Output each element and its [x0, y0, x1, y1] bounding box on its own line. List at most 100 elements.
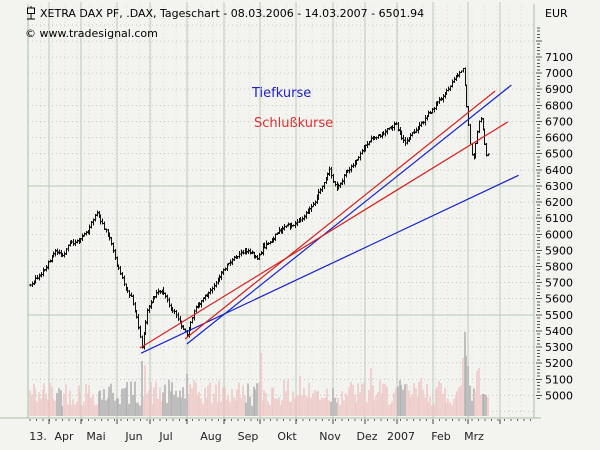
volume-bar — [366, 402, 368, 416]
volume-bar — [126, 381, 128, 416]
volume-bar — [372, 385, 374, 416]
volume-bar — [123, 388, 125, 416]
volume-bar — [352, 384, 354, 416]
volume-bar — [278, 397, 280, 416]
volume-bar — [390, 404, 392, 416]
trendline-tiefkurse-upper — [186, 84, 512, 345]
volume-bar — [202, 403, 204, 416]
volume-bar — [420, 378, 422, 416]
volume-bar — [45, 393, 47, 416]
volume-bar — [207, 385, 209, 416]
volume-bar — [346, 396, 348, 416]
volume-bar — [101, 399, 103, 416]
volume-bar — [148, 390, 150, 416]
volume-bar — [269, 404, 271, 416]
x-tick-label: Jul — [158, 430, 172, 443]
volume-bar — [173, 394, 175, 416]
volume-bar — [168, 380, 170, 416]
volume-bar — [222, 387, 224, 416]
volume-bar — [445, 402, 447, 416]
volume-bar — [303, 388, 305, 416]
volume-bar — [314, 390, 316, 416]
volume-bar — [157, 398, 159, 416]
volume-bar — [292, 391, 294, 416]
x-tick-label: Jun — [124, 430, 142, 443]
volume-bar — [34, 388, 36, 416]
volume-bar — [310, 397, 312, 416]
volume-bar — [402, 389, 404, 416]
volume-bar — [31, 394, 33, 416]
volume-bar — [240, 397, 242, 416]
y-tick-label: 6300 — [545, 180, 573, 193]
volume-bar — [379, 380, 381, 416]
y-tick-label: 6400 — [545, 164, 573, 177]
x-tick-label: Nov — [319, 430, 341, 443]
volume-bar — [191, 387, 193, 416]
volume-bar — [449, 402, 451, 416]
trendline-schlusskurse-upper — [184, 90, 496, 340]
volume-bar — [453, 398, 455, 416]
volume-bar — [36, 401, 38, 416]
volume-bar — [471, 400, 473, 416]
volume-bar — [409, 396, 411, 416]
volume-bar — [155, 381, 157, 416]
volume-bar — [98, 391, 100, 416]
volume-bar — [144, 365, 146, 416]
x-tick-label: Dez — [356, 430, 377, 443]
volume-bar — [108, 386, 110, 416]
volume-bar — [462, 358, 464, 416]
volume-bar — [341, 390, 343, 416]
volume-bar — [272, 387, 274, 416]
volume-bar — [238, 382, 240, 416]
volume-bar — [262, 400, 264, 416]
y-tick-label: 5700 — [545, 277, 573, 290]
volume-bar — [307, 397, 309, 416]
volume-bar — [135, 402, 137, 416]
volume-bar — [325, 397, 327, 416]
volume-bar — [242, 385, 244, 416]
volume-bar — [56, 392, 58, 416]
volume-bar — [162, 392, 164, 416]
volume-bar — [395, 388, 397, 416]
volume-bar — [473, 388, 475, 416]
volume-bar — [384, 384, 386, 416]
volume-bar — [422, 389, 424, 416]
currency-label: EUR — [545, 7, 568, 20]
volume-bar — [464, 332, 466, 416]
volume-bar — [99, 390, 101, 416]
volume-bar — [285, 391, 287, 416]
volume-bar — [103, 389, 105, 416]
volume-bar — [263, 390, 265, 416]
volume-bar — [485, 394, 487, 416]
y-tick-label: 6800 — [545, 99, 573, 112]
volume-bar — [198, 391, 200, 416]
volume-bar — [152, 403, 154, 416]
volume-bar — [189, 384, 191, 416]
volume-bar — [110, 383, 112, 416]
volume-bar — [355, 401, 357, 416]
volume-bar — [117, 398, 119, 416]
y-tick-label: 5400 — [545, 325, 573, 338]
volume-bar — [60, 390, 62, 416]
volume-bar — [305, 395, 307, 416]
volume-bar — [47, 399, 49, 416]
y-tick-label: 6500 — [545, 148, 573, 161]
volume-bar — [460, 385, 462, 416]
volume-bar — [42, 389, 44, 416]
x-tick-label: 13. — [29, 430, 47, 443]
volume-bar — [159, 387, 161, 416]
volume-bar — [323, 398, 325, 416]
volume-bar — [256, 383, 258, 416]
volume-bar — [143, 396, 145, 416]
volume-bar — [265, 393, 267, 416]
volume-bar — [96, 404, 98, 416]
volume-bar — [271, 387, 273, 416]
y-tick-label: 5200 — [545, 357, 573, 370]
volume-bar — [399, 380, 401, 416]
volume-bar — [43, 383, 45, 416]
volume-bar — [94, 405, 96, 416]
volume-bar — [215, 384, 217, 416]
volume-bar — [233, 397, 235, 416]
y-tick-label: 5000 — [545, 389, 573, 402]
